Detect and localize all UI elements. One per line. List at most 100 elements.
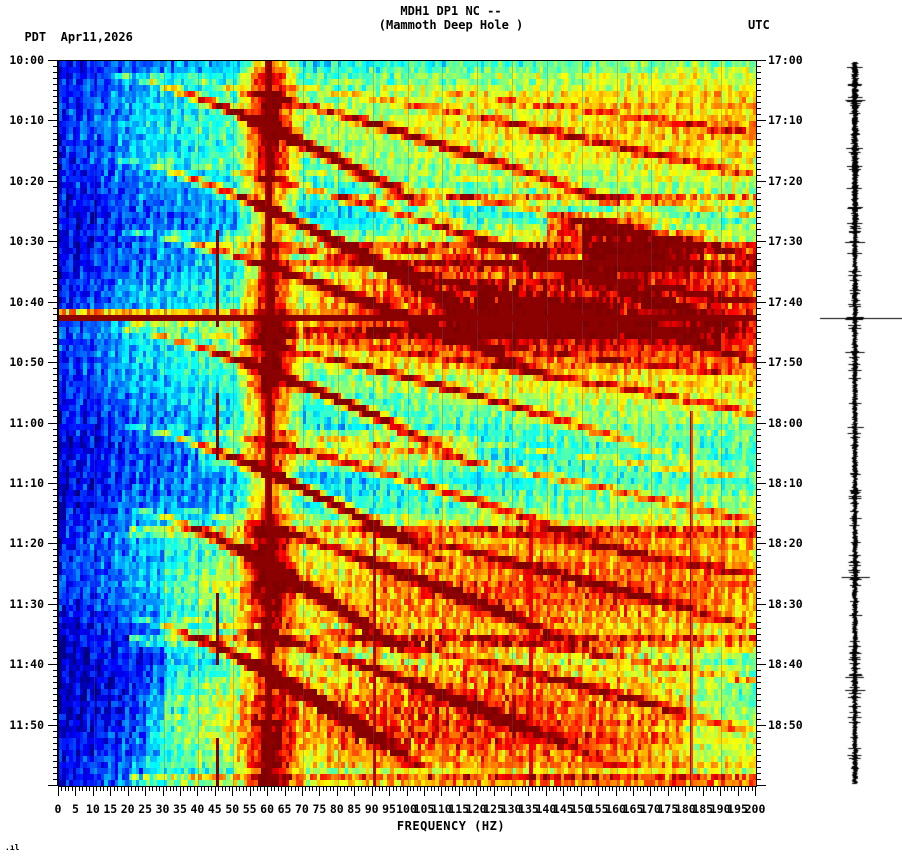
freq-minor-tick	[553, 787, 554, 791]
time-label-utc: 17:00	[768, 53, 803, 67]
left-minor-tick	[53, 574, 58, 575]
right-minor-tick	[756, 580, 761, 581]
freq-minor-tick	[661, 787, 662, 791]
freq-minor-tick	[497, 787, 498, 791]
freq-minor-tick	[713, 787, 714, 791]
left-minor-tick	[53, 338, 58, 339]
freq-minor-tick	[96, 787, 97, 791]
freq-tick-label: 20	[120, 802, 135, 816]
freq-minor-tick	[602, 787, 603, 791]
freq-minor-tick	[413, 787, 414, 791]
right-major-tick	[756, 725, 766, 726]
right-major-tick	[756, 785, 766, 786]
left-minor-tick	[53, 555, 58, 556]
freq-minor-tick	[159, 787, 160, 791]
freq-tick-label: 85	[347, 802, 362, 816]
left-minor-tick	[53, 713, 58, 714]
spectrogram-plot-area[interactable]	[58, 60, 757, 787]
freq-minor-tick	[208, 787, 209, 791]
left-minor-tick	[53, 779, 58, 780]
freq-major-tick	[650, 787, 651, 796]
left-minor-tick	[53, 737, 58, 738]
right-minor-tick	[756, 151, 761, 152]
left-minor-tick	[53, 489, 58, 490]
left-minor-tick	[53, 761, 58, 762]
waveform-trace-panel	[810, 60, 902, 786]
time-label-pdt: 11:00	[9, 416, 44, 430]
right-minor-tick	[756, 199, 761, 200]
freq-minor-tick	[236, 787, 237, 791]
freq-minor-tick	[225, 787, 226, 791]
right-minor-tick	[756, 380, 761, 381]
freq-minor-tick	[487, 787, 488, 791]
left-minor-tick	[53, 749, 58, 750]
freq-minor-tick	[542, 787, 543, 791]
freq-minor-tick	[229, 787, 230, 791]
right-minor-tick	[756, 447, 761, 448]
left-minor-tick	[53, 634, 58, 635]
left-minor-tick	[53, 731, 58, 732]
bottom-axis-rail	[58, 786, 756, 787]
freq-minor-tick	[65, 787, 66, 791]
left-minor-tick	[53, 114, 58, 115]
freq-major-tick	[285, 787, 286, 796]
right-major-tick	[756, 302, 766, 303]
right-minor-tick	[756, 495, 761, 496]
right-minor-tick	[756, 157, 761, 158]
freq-major-tick	[232, 787, 233, 796]
left-minor-tick	[53, 133, 58, 134]
freq-minor-tick	[623, 787, 624, 791]
freq-minor-tick	[522, 787, 523, 791]
left-minor-tick	[53, 477, 58, 478]
freq-minor-tick	[135, 787, 136, 791]
waveform-trace-image	[810, 60, 902, 786]
freq-major-tick	[75, 787, 76, 796]
date-label: Apr11,2026	[60, 30, 133, 44]
left-minor-tick	[53, 265, 58, 266]
left-major-tick	[48, 181, 58, 182]
right-minor-tick	[756, 549, 761, 550]
left-major-tick	[48, 483, 58, 484]
left-minor-tick	[53, 386, 58, 387]
freq-minor-tick	[72, 787, 73, 791]
left-minor-tick	[53, 326, 58, 327]
right-major-tick	[756, 604, 766, 605]
freq-minor-tick	[469, 787, 470, 791]
freq-minor-tick	[532, 787, 533, 791]
freq-tick-label: 0	[54, 802, 62, 816]
right-minor-tick	[756, 326, 761, 327]
left-minor-tick	[53, 320, 58, 321]
right-minor-tick	[756, 271, 761, 272]
right-minor-tick	[756, 731, 761, 732]
freq-major-tick	[598, 787, 599, 796]
freq-minor-tick	[724, 787, 725, 791]
freq-minor-tick	[204, 787, 205, 791]
freq-minor-tick	[121, 787, 122, 791]
right-minor-tick	[756, 145, 761, 146]
right-minor-tick	[756, 284, 761, 285]
freq-tick-label: 15	[103, 802, 118, 816]
freq-tick-label: 70	[295, 802, 309, 816]
freq-major-tick	[372, 787, 373, 796]
freq-minor-tick	[699, 787, 700, 791]
freq-major-tick	[337, 787, 338, 796]
left-minor-tick	[53, 694, 58, 695]
freq-tick-label: 200	[744, 802, 766, 816]
right-minor-tick	[756, 320, 761, 321]
freq-minor-tick	[560, 787, 561, 791]
right-minor-tick	[756, 676, 761, 677]
left-minor-tick	[53, 392, 58, 393]
right-minor-tick	[756, 737, 761, 738]
freq-minor-tick	[462, 787, 463, 791]
left-minor-tick	[53, 743, 58, 744]
freq-minor-tick	[124, 787, 125, 791]
freq-major-tick	[197, 787, 198, 796]
freq-tick-label: 150	[570, 802, 592, 816]
freq-minor-tick	[734, 787, 735, 791]
left-minor-tick	[53, 580, 58, 581]
freq-minor-tick	[577, 787, 578, 791]
freq-tick-label: 195	[727, 802, 748, 816]
left-minor-tick	[53, 435, 58, 436]
right-minor-tick	[756, 223, 761, 224]
freq-tick-label: 145	[552, 802, 574, 816]
